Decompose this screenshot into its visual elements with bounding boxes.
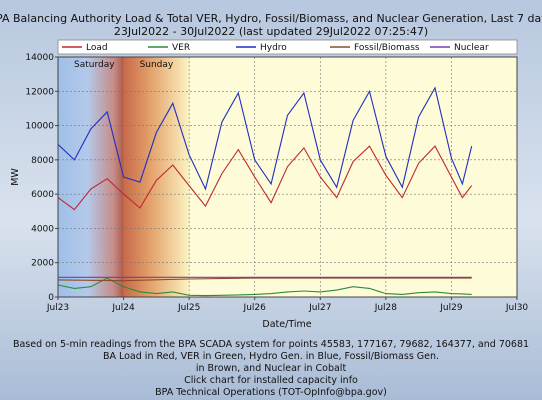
footnote-line-2: BA Load in Red, VER in Green, Hydro Gen.… (103, 351, 439, 362)
legend-label-load: Load (86, 43, 108, 53)
plot-border (57, 56, 518, 298)
series-line-load (57, 145, 473, 211)
y-tick-label: 14000 (25, 53, 54, 63)
x-tick-label: Jul28 (374, 303, 398, 313)
legend-box (57, 39, 518, 55)
x-tick-label: Jul26 (243, 303, 267, 313)
x-tick-label: Jul24 (111, 303, 135, 313)
weekend-label: Sunday (140, 60, 174, 70)
x-tick-label: Jul27 (308, 303, 331, 313)
x-tick-label: Jul23 (46, 303, 69, 313)
series-line-ver (57, 277, 472, 297)
x-axis-label: Date/Time (262, 319, 311, 330)
footnote-line-3: in Brown, and Nuclear in Cobalt (196, 363, 347, 374)
x-tick-label: Jul30 (505, 303, 529, 313)
legend-label-fossil: Fossil/Biomass (354, 43, 420, 53)
series-lines (57, 86, 473, 297)
legend-label-ver: VER (172, 43, 190, 53)
x-tick-label: Jul25 (177, 303, 200, 313)
weekend-band-saturday (58, 57, 124, 297)
series-line-hydro (57, 86, 473, 191)
legend: Load VER Hydro Fossil/Biomass Nuclear (57, 39, 518, 55)
y-tick-label: 4000 (31, 224, 54, 234)
series-line-fossil (57, 277, 472, 282)
y-tick-label: 12000 (25, 87, 54, 97)
y-tick-label: 6000 (31, 190, 54, 200)
chart-subtitle: 23Jul2022 - 30Jul2022 (last updated 29Ju… (114, 25, 428, 38)
footnote-line-4[interactable]: Click chart for installed capacity info (184, 375, 358, 386)
weekend-label: Saturday (74, 60, 115, 70)
y-tick-label: 8000 (31, 156, 54, 166)
legend-label-nuclear: Nuclear (454, 43, 489, 53)
x-tick-label: Jul29 (439, 303, 463, 313)
legend-label-hydro: Hydro (260, 43, 287, 53)
plot-area: Saturday Sunday (58, 57, 517, 297)
footnote: Based on 5-min readings from the BPA SCA… (13, 339, 529, 398)
y-axis-label: MW (10, 168, 21, 186)
chart-title: BPA Balancing Authority Load & Total VER… (0, 12, 542, 25)
y-tick-label: 0 (48, 293, 54, 303)
axes: 0 2000 4000 6000 8000 10000 12000 14000 Jul23 Jul… (25, 53, 528, 313)
weekend-band-sunday (123, 57, 190, 297)
y-tick-label: 2000 (31, 259, 54, 269)
footnote-line-1: Based on 5-min readings from the BPA SCA… (13, 339, 529, 350)
y-tick-label: 10000 (25, 122, 54, 132)
footnote-line-5[interactable]: BPA Technical Operations (TOT-OpInfo@bpa… (155, 387, 387, 398)
